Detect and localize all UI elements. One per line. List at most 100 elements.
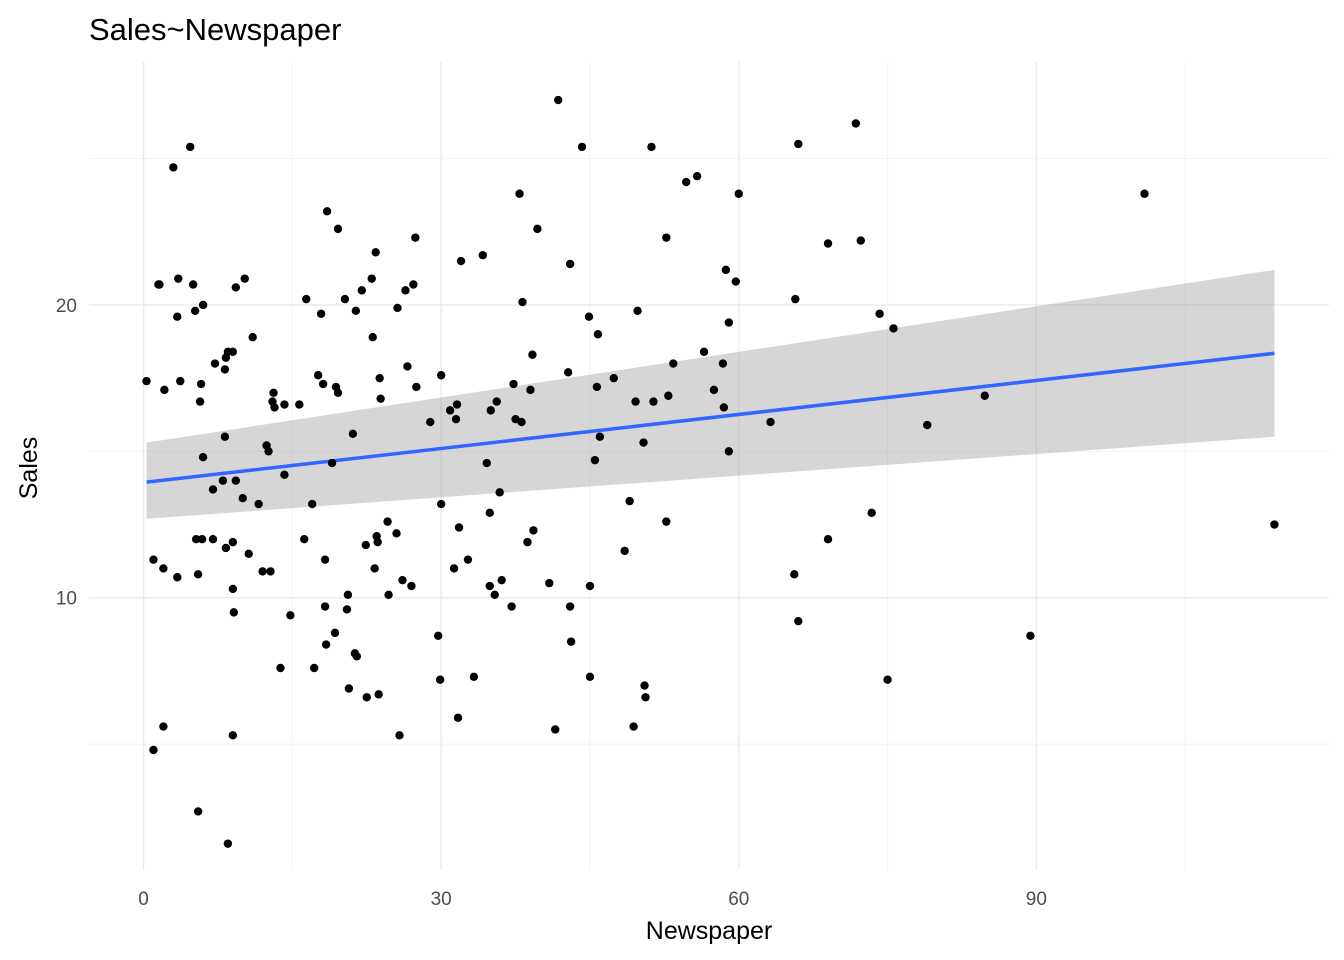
data-point (851, 119, 861, 128)
data-point (208, 485, 218, 494)
data-point (258, 567, 267, 576)
data-point (451, 414, 461, 424)
data-point (348, 429, 358, 438)
tick-labels: 0 30 60 90 10 20 (56, 296, 1047, 910)
data-point (228, 537, 238, 547)
data-point (286, 611, 295, 620)
data-point (367, 274, 376, 283)
data-point (577, 142, 587, 152)
data-point (529, 526, 538, 535)
data-point (518, 297, 527, 307)
data-point (361, 540, 370, 550)
data-point (718, 359, 728, 368)
data-point (248, 332, 257, 342)
x-tick-label: 60 (728, 889, 749, 910)
data-point (320, 602, 330, 611)
data-point (469, 672, 479, 681)
data-point (724, 318, 734, 327)
y-tick-label: 20 (56, 296, 77, 317)
data-point (190, 306, 200, 316)
grid-lines (89, 62, 1329, 870)
data-point (193, 807, 203, 816)
data-point (515, 189, 524, 198)
data-point (664, 391, 673, 400)
data-point (790, 570, 799, 579)
data-point (662, 517, 671, 526)
data-point (333, 224, 343, 234)
data-point (280, 470, 289, 479)
data-point (507, 602, 516, 611)
data-point (721, 265, 731, 275)
data-point (169, 163, 178, 172)
data-point (269, 388, 278, 398)
data-point (875, 309, 884, 318)
data-point (692, 171, 702, 181)
data-point (318, 379, 328, 389)
data-point (316, 309, 326, 318)
data-point (620, 546, 629, 556)
data-point (231, 476, 241, 485)
data-point (486, 406, 495, 415)
data-point (398, 575, 407, 585)
data-point (681, 177, 691, 187)
data-point (595, 432, 605, 441)
data-point (174, 274, 183, 283)
data-point (456, 256, 466, 266)
data-point (229, 608, 239, 617)
data-point (330, 628, 340, 638)
data-point (210, 359, 220, 368)
x-tick-label: 30 (431, 889, 452, 910)
data-point (395, 731, 404, 740)
data-point (625, 496, 634, 506)
data-point (669, 359, 678, 368)
data-point (411, 233, 420, 242)
data-point (228, 347, 238, 357)
data-point (228, 584, 238, 594)
data-point (401, 286, 410, 295)
data-point (923, 420, 932, 430)
data-point (551, 725, 560, 734)
data-point (195, 397, 205, 406)
data-point (159, 564, 168, 573)
data-point (223, 839, 233, 848)
data-point (509, 379, 518, 389)
data-point (352, 652, 362, 661)
data-point (709, 385, 719, 395)
data-point (266, 567, 275, 576)
data-point (485, 508, 494, 518)
data-point (629, 722, 638, 731)
data-point (173, 573, 182, 582)
data-point (435, 675, 445, 684)
data-point (1026, 631, 1035, 640)
confidence-band (146, 269, 1275, 519)
data-point (198, 453, 208, 462)
data-point (662, 233, 671, 242)
data-point (392, 529, 401, 538)
data-point (270, 403, 279, 412)
data-point (565, 602, 575, 611)
data-point (383, 517, 392, 526)
data-point (526, 385, 535, 395)
data-point (791, 294, 800, 304)
data-point (221, 543, 231, 553)
data-point (633, 306, 642, 316)
data-point (436, 371, 446, 380)
data-point (276, 663, 285, 673)
data-point (794, 139, 803, 149)
data-point (409, 280, 418, 289)
data-point (370, 564, 379, 573)
data-point (731, 277, 740, 286)
data-point (823, 239, 833, 248)
data-point (198, 300, 208, 310)
x-tick-label: 0 (138, 889, 149, 910)
data-point (794, 616, 803, 626)
data-point (517, 417, 526, 427)
data-point (609, 373, 618, 383)
data-point (376, 394, 385, 403)
data-point (149, 555, 158, 564)
data-point (313, 371, 323, 380)
data-point (309, 663, 319, 673)
data-point (699, 347, 709, 357)
data-point (240, 274, 249, 283)
